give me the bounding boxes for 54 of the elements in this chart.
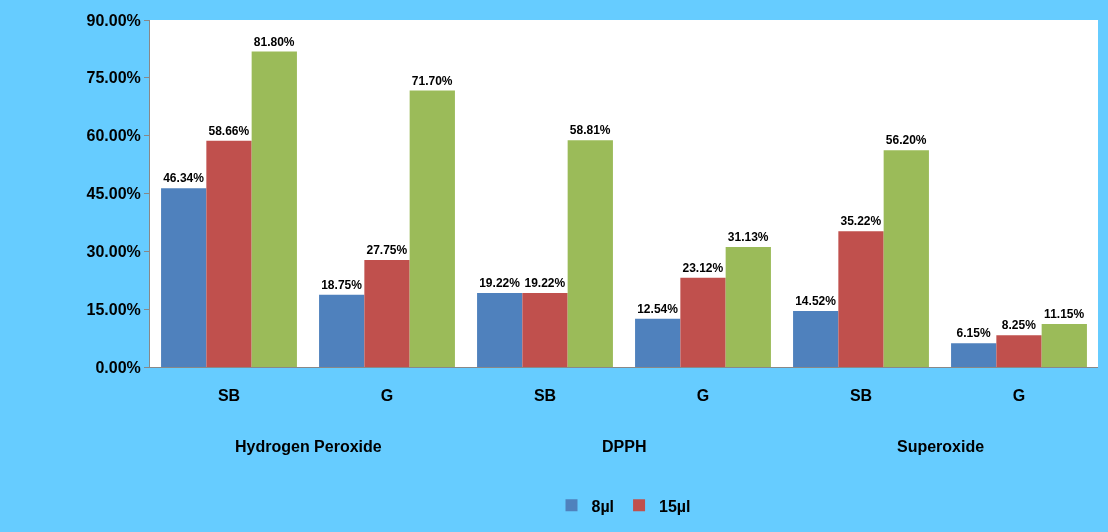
data-label: 23.12% <box>682 260 724 275</box>
bar <box>951 343 997 367</box>
y-tick-label: 30.00% <box>86 242 141 260</box>
bar <box>567 140 613 367</box>
data-label: 81.80% <box>253 34 295 49</box>
data-label: 56.20% <box>885 133 927 148</box>
x-tick-label: SB <box>533 387 557 405</box>
x-tick-label: SB <box>217 387 241 405</box>
data-label: 71.70% <box>411 73 453 88</box>
data-label: 58.66% <box>208 123 250 138</box>
x-tick-label: G <box>380 387 394 405</box>
bar <box>319 294 365 367</box>
y-tick-label: 75.00% <box>86 69 141 87</box>
bar <box>680 277 726 367</box>
bar <box>793 311 839 367</box>
bar <box>725 246 771 367</box>
data-label: 27.75% <box>366 243 408 258</box>
data-label: 31.13% <box>727 229 769 244</box>
data-label: 18.75% <box>321 277 363 292</box>
bar <box>409 90 455 367</box>
bar <box>206 140 252 367</box>
data-label: 8.25% <box>1001 318 1037 333</box>
bar <box>838 231 884 367</box>
y-tick-label: 45.00% <box>86 185 141 203</box>
text: DPPH <box>602 438 647 455</box>
data-label: 19.22% <box>524 275 566 290</box>
data-label: 12.54% <box>637 301 679 316</box>
bar <box>883 150 929 367</box>
bar <box>477 292 523 367</box>
x-tick-label: G <box>1012 387 1026 405</box>
x-tick-label: SB <box>849 387 873 405</box>
bar <box>522 292 568 367</box>
y-tick-label: 90.00% <box>86 11 141 29</box>
text: Superoxide <box>897 438 985 455</box>
y-tick-label: 15.00% <box>86 300 141 318</box>
bar <box>251 51 297 367</box>
data-label: 35.22% <box>840 214 882 229</box>
bar <box>1041 324 1087 367</box>
text: Hydrogen Peroxide <box>235 438 382 455</box>
bar <box>364 260 410 367</box>
data-label: 14.52% <box>795 294 837 309</box>
data-label: 58.81% <box>569 123 611 138</box>
data-label: 46.34% <box>163 171 205 186</box>
x-tick-label: G <box>696 387 710 405</box>
data-label: 19.22% <box>479 275 521 290</box>
y-tick-label: 60.00% <box>86 127 141 145</box>
y-tick-label: 0.00% <box>95 358 141 376</box>
bar <box>635 318 681 367</box>
data-label: 6.15% <box>956 326 991 341</box>
bar <box>161 188 207 367</box>
legend-label: 15µl <box>659 497 691 515</box>
legend-label: 8µl <box>591 497 615 515</box>
data-label: 11.15% <box>1044 307 1085 322</box>
bar <box>996 335 1042 367</box>
